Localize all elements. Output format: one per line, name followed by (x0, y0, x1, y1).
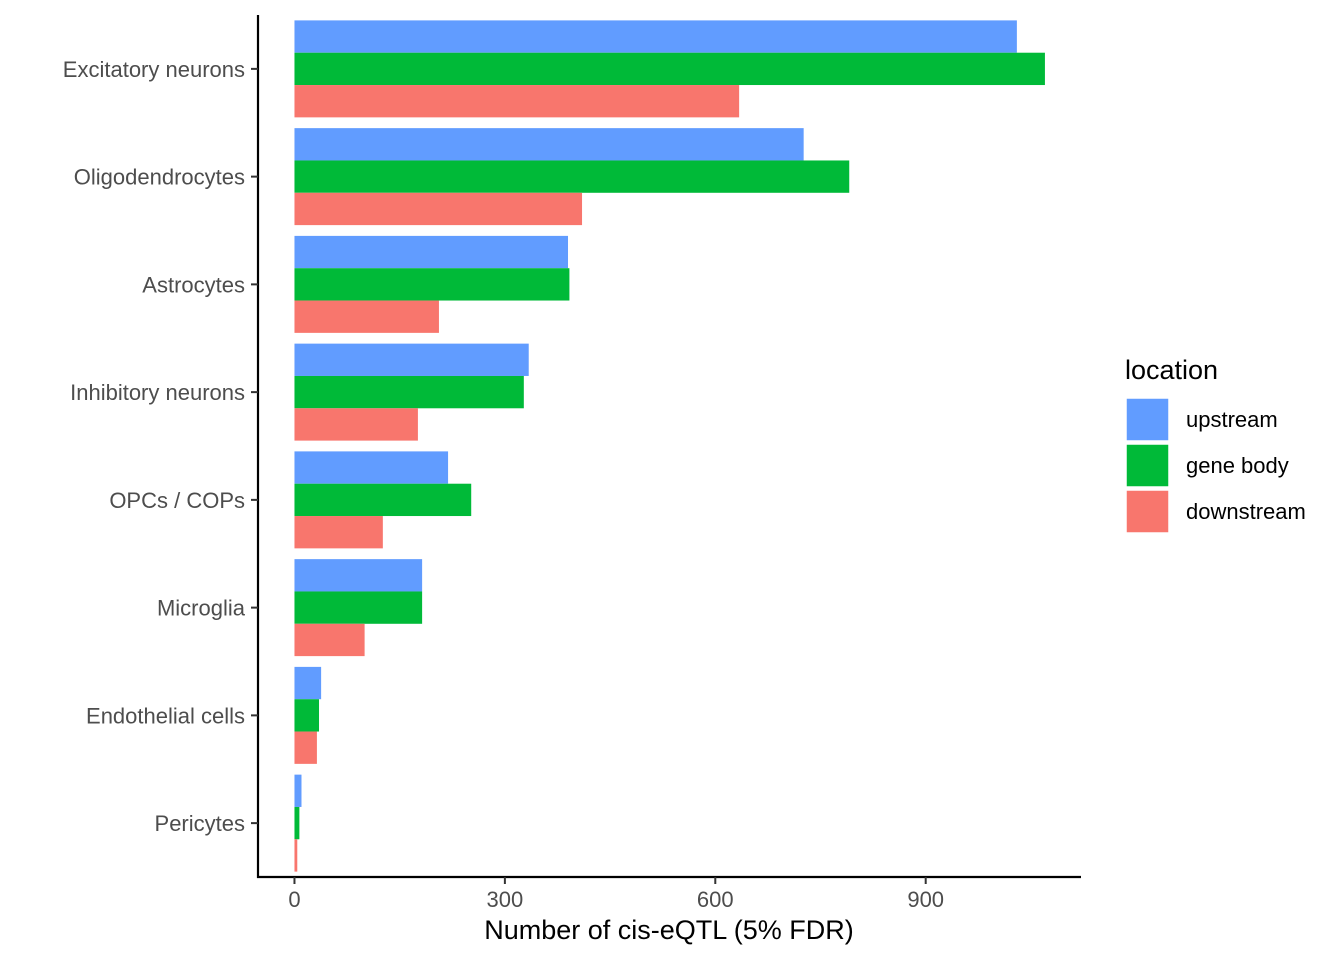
y-tick-label: OPCs / COPs (109, 488, 245, 513)
legend-key-upstream (1125, 397, 1170, 442)
bar-downstream-7 (294, 839, 298, 872)
bar-upstream-6 (294, 666, 322, 700)
bar-gene-body-7 (294, 806, 300, 840)
bar-upstream-0 (294, 20, 1017, 53)
bar-downstream-1 (294, 192, 583, 226)
y-tick-label: Pericytes (155, 811, 245, 836)
legend-label: upstream (1186, 407, 1278, 432)
x-tick-label: 300 (487, 887, 524, 912)
bar-upstream-5 (294, 559, 423, 592)
y-axis: Excitatory neurons Oligodendrocytes Astroc… (63, 15, 260, 878)
bar-upstream-7 (294, 774, 302, 807)
x-axis: 0 300 600 900 (257, 875, 1081, 912)
bar-gene-body-1 (294, 160, 850, 193)
bar-upstream-1 (294, 128, 804, 161)
bar-upstream-4 (294, 451, 449, 484)
legend-label: downstream (1186, 499, 1306, 524)
x-tick-label: 0 (288, 887, 300, 912)
y-tick-label: Astrocytes (142, 272, 245, 297)
bars-layer (294, 20, 1045, 872)
bar-gene-body-4 (294, 483, 472, 517)
y-tick-label: Inhibitory neurons (70, 380, 245, 405)
bar-gene-body-3 (294, 375, 524, 409)
y-tick-label: Oligodendrocytes (74, 165, 245, 190)
bar-upstream-2 (294, 235, 569, 269)
bar-gene-body-2 (294, 268, 570, 301)
bar-gene-body-0 (294, 52, 1045, 86)
bar-gene-body-6 (294, 699, 320, 732)
bar-downstream-6 (294, 731, 317, 764)
x-axis-title: Number of cis-eQTL (5% FDR) (484, 915, 854, 945)
bar-downstream-2 (294, 300, 439, 333)
bar-downstream-4 (294, 516, 383, 549)
legend-label: gene body (1186, 453, 1289, 478)
legend-key-downstream (1125, 489, 1170, 534)
x-tick-label: 600 (697, 887, 734, 912)
legend-title: location (1125, 355, 1218, 385)
bar-downstream-5 (294, 623, 365, 657)
bar-upstream-3 (294, 343, 529, 376)
x-tick-label: 900 (907, 887, 944, 912)
legend-key-gene-body (1125, 443, 1170, 488)
y-tick-label: Endothelial cells (86, 703, 245, 728)
bar-downstream-3 (294, 408, 418, 441)
y-tick-label: Microglia (157, 596, 246, 621)
legend: location upstream gene body downstream (1125, 355, 1306, 534)
bar-downstream-0 (294, 85, 740, 118)
bar-gene-body-5 (294, 591, 423, 624)
y-tick-label: Excitatory neurons (63, 57, 245, 82)
